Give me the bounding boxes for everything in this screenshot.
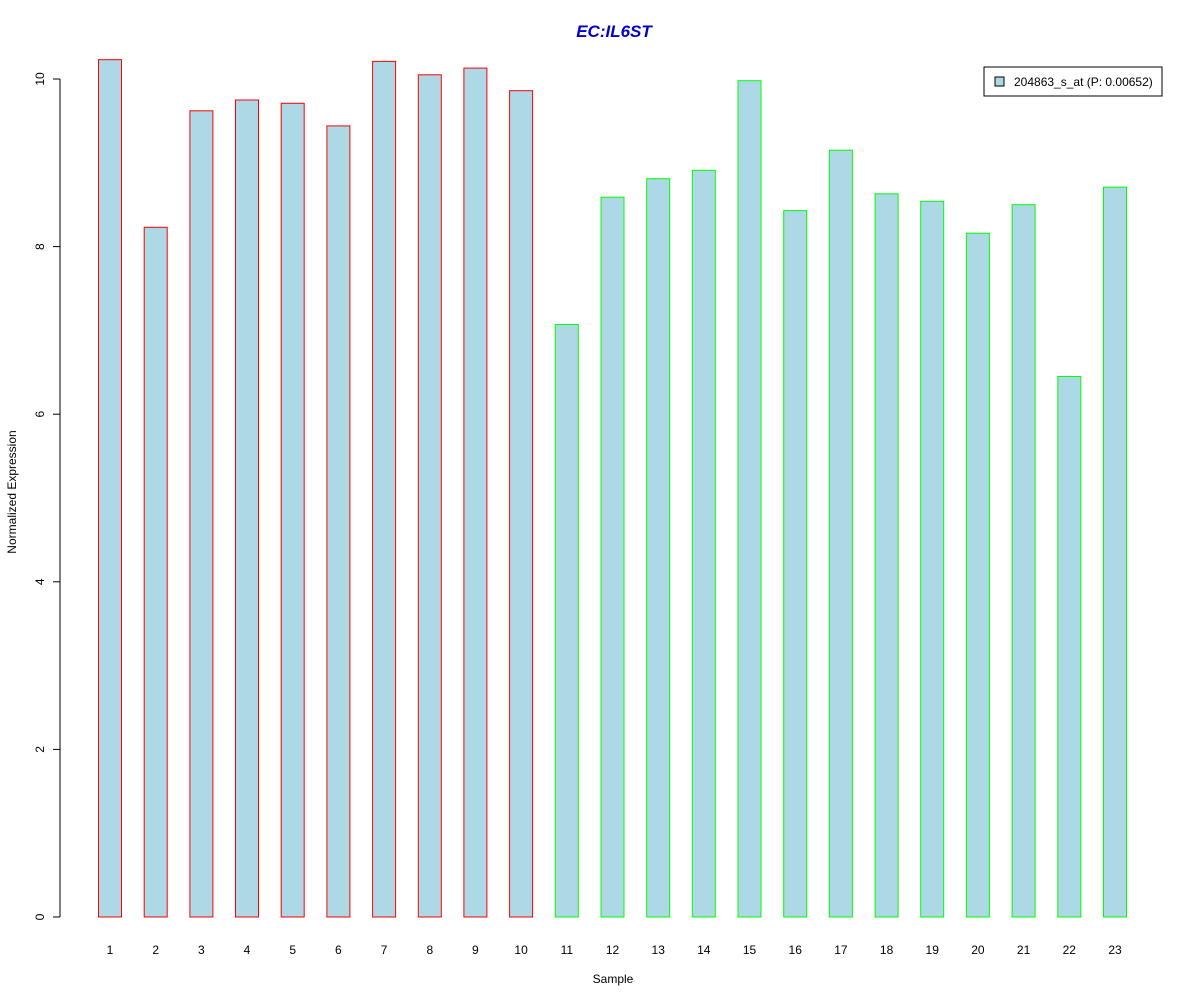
y-tick-label: 8 (33, 243, 47, 250)
x-axis-title: Sample (593, 972, 634, 986)
x-tick-label: 22 (1063, 943, 1077, 957)
legend-label: 204863_s_at (P: 0.00652) (1014, 75, 1153, 89)
bar-sample-20 (965, 232, 990, 918)
bar-series (98, 59, 1127, 918)
bar-sample-4 (235, 99, 259, 918)
x-axis: 1 2 3 4 5 6 7 8 9 10 11 12 13 14 15 16 17 18 19 20 21 22 23 (107, 943, 1122, 957)
bar-sample-15 (737, 80, 762, 918)
bar-sample-3 (189, 110, 214, 918)
y-axis-title: Normalized Expression (5, 430, 19, 553)
x-tick-label: 12 (606, 943, 620, 957)
chart-title: EC:IL6ST (576, 22, 653, 41)
x-tick-label: 13 (652, 943, 666, 957)
y-tick-label: 6 (33, 411, 47, 418)
bar-sample-19 (920, 200, 945, 918)
bar-sample-18 (874, 193, 899, 918)
bar-sample-11 (554, 324, 579, 918)
y-tick-label: 2 (33, 746, 47, 753)
x-tick-label: 16 (789, 943, 803, 957)
bar-sample-7 (372, 60, 397, 918)
x-tick-label: 18 (880, 943, 894, 957)
bar-sample-9 (463, 67, 488, 918)
x-tick-label: 5 (289, 943, 296, 957)
x-tick-label: 20 (971, 943, 985, 957)
x-tick-label: 4 (244, 943, 251, 957)
legend-box (983, 66, 1163, 97)
x-tick-label: 7 (381, 943, 388, 957)
x-tick-label: 11 (561, 943, 574, 957)
y-tick-label: 10 (33, 72, 47, 86)
y-tick-label: 0 (33, 913, 47, 920)
bar-sample-23 (1103, 186, 1127, 918)
bar-sample-1 (98, 59, 122, 918)
bar-sample-6 (326, 125, 351, 918)
x-tick-label: 3 (198, 943, 205, 957)
bar-sample-13 (646, 178, 671, 918)
bar-sample-5 (280, 102, 305, 918)
bar-sample-2 (143, 226, 168, 918)
x-tick-label: 10 (514, 943, 528, 957)
x-tick-label: 19 (926, 943, 940, 957)
x-tick-label: 23 (1108, 943, 1122, 957)
x-tick-label: 8 (426, 943, 433, 957)
bar-sample-12 (600, 196, 625, 918)
x-tick-label: 14 (697, 943, 711, 957)
x-tick-label: 2 (152, 943, 159, 957)
y-axis: 0 2 4 6 8 10 (33, 72, 61, 920)
bar-sample-16 (783, 210, 808, 918)
legend: 204863_s_at (P: 0.00652) (983, 66, 1163, 97)
x-tick-label: 21 (1017, 943, 1031, 957)
bar-sample-22 (1057, 376, 1082, 918)
bar-sample-17 (828, 149, 853, 918)
bar-sample-21 (1011, 204, 1036, 918)
y-tick-label: 4 (33, 578, 47, 585)
legend-swatch (994, 76, 1005, 87)
bar-sample-14 (691, 169, 716, 918)
x-tick-label: 17 (834, 943, 848, 957)
x-tick-label: 6 (335, 943, 342, 957)
x-tick-label: 1 (107, 943, 114, 957)
bar-sample-8 (417, 74, 442, 918)
x-tick-label: 15 (743, 943, 757, 957)
bar-sample-10 (509, 90, 534, 918)
x-tick-label: 9 (472, 943, 479, 957)
